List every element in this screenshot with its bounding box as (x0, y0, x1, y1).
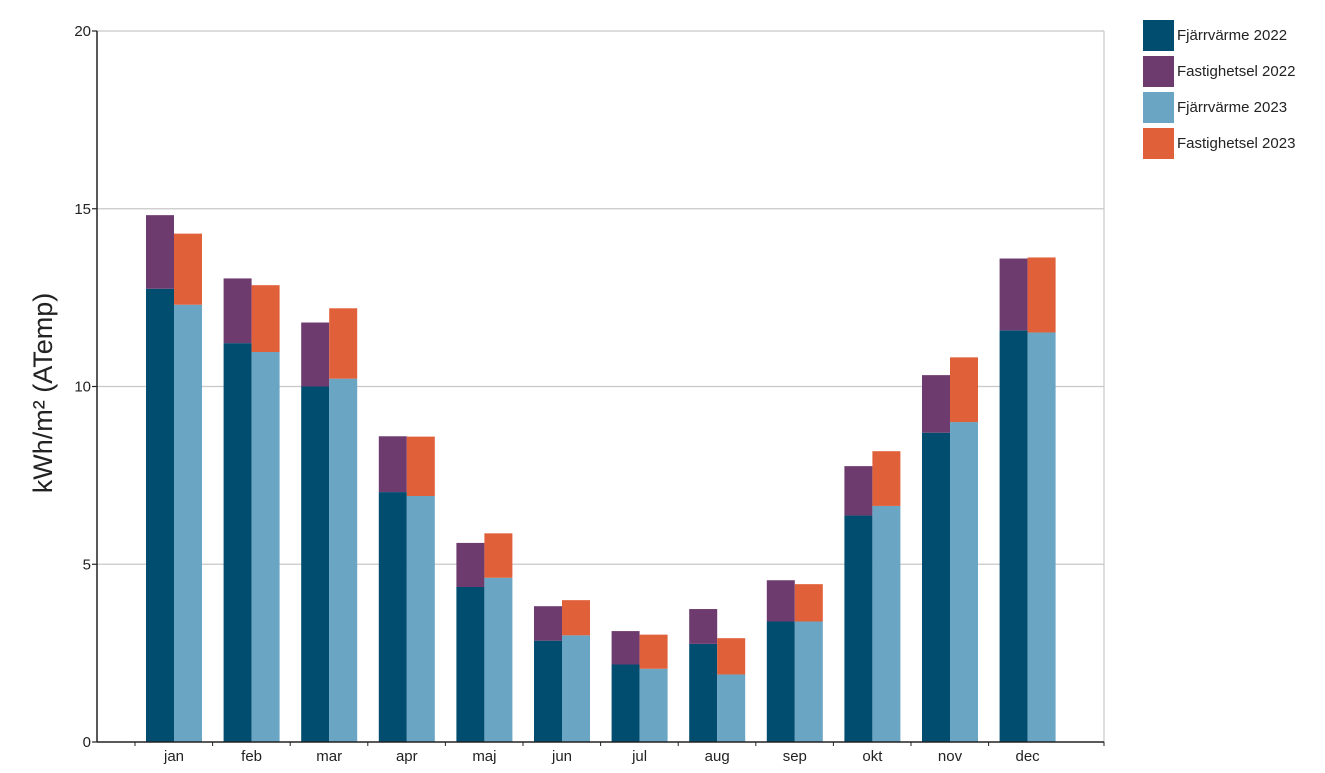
x-ticks: jan feb mar apr maj jun jul aug sep okt nov dec (134, 742, 1105, 765)
y-tick-label: 20 (74, 23, 91, 40)
bar-fastighetsel-2023-jul (639, 634, 668, 669)
bar-fj-rrv-rme-2023-maj (484, 577, 513, 742)
bar-fastighetsel-2022-dec (999, 258, 1028, 331)
bar-fj-rrv-rme-2022-jan (146, 288, 174, 742)
bar-fastighetsel-2022-jun (534, 606, 562, 641)
bar-fj-rrv-rme-2023-nov (950, 422, 978, 742)
x-tick-label-feb: feb (241, 748, 262, 765)
bar-fj-rrv-rme-2022-maj (456, 587, 485, 742)
y-tick-label: 0 (83, 734, 91, 751)
bar-fastighetsel-2022-aug (689, 609, 718, 644)
y-tick-label: 15 (74, 201, 91, 218)
bar-fastighetsel-2022-apr (378, 436, 407, 493)
bar-fastighetsel-2023-nov (950, 357, 978, 423)
bar-fj-rrv-rme-2023-aug (717, 674, 746, 742)
x-tick-label-sep: sep (783, 748, 807, 765)
x-tick-label-nov: nov (938, 748, 963, 765)
bar-fj-rrv-rme-2023-feb (251, 352, 280, 742)
bar-fastighetsel-2023-okt (872, 451, 901, 506)
bar-fastighetsel-2022-feb (223, 278, 252, 344)
bar-fj-rrv-rme-2022-okt (844, 515, 873, 742)
legend-swatch (1143, 56, 1174, 87)
legend-label: Fastighetsel 2023 (1177, 135, 1295, 152)
bar-fj-rrv-rme-2023-jul (639, 668, 668, 742)
legend-swatch (1143, 128, 1174, 159)
y-ticks: 0 5 10 15 20 (74, 23, 97, 751)
bar-fastighetsel-2023-aug (717, 638, 746, 675)
y-tick-label: 5 (83, 556, 91, 573)
bar-fj-rrv-rme-2023-mar (329, 378, 358, 742)
bar-fj-rrv-rme-2022-feb (223, 343, 252, 742)
x-tick-label-okt: okt (862, 748, 883, 765)
bar-fj-rrv-rme-2022-sep (766, 621, 795, 742)
legend-swatch (1143, 20, 1174, 51)
bar-fastighetsel-2023-jun (562, 600, 590, 636)
legend-label: Fjärrvärme 2022 (1177, 27, 1287, 44)
x-tick-label-aug: aug (705, 748, 730, 765)
legend: Fjärrvärme 2022 Fastighetsel 2022 Fjärrvär… (1143, 20, 1295, 159)
bar-fj-rrv-rme-2023-dec (1027, 332, 1056, 742)
bars (146, 215, 1056, 742)
legend-swatch (1143, 92, 1174, 123)
bar-fastighetsel-2023-mar (329, 308, 358, 379)
bar-fj-rrv-rme-2022-jul (611, 664, 640, 742)
bar-fastighetsel-2022-sep (766, 580, 795, 622)
bar-fj-rrv-rme-2022-mar (301, 386, 330, 742)
bar-fj-rrv-rme-2023-apr (406, 495, 435, 742)
bar-fj-rrv-rme-2023-okt (872, 505, 901, 742)
legend-label: Fjärrvärme 2023 (1177, 99, 1287, 116)
x-tick-label-dec: dec (1016, 748, 1041, 765)
y-tick-label: 10 (74, 379, 91, 396)
bar-fastighetsel-2022-mar (301, 322, 330, 387)
bar-fastighetsel-2022-okt (844, 466, 873, 516)
bar-fastighetsel-2023-dec (1027, 257, 1056, 333)
bar-fj-rrv-rme-2022-aug (689, 643, 718, 742)
bar-fastighetsel-2023-apr (406, 436, 435, 496)
x-tick-label-apr: apr (396, 748, 418, 765)
y-axis-label: kWh/m² (ATemp) (28, 293, 58, 494)
bar-fastighetsel-2022-nov (922, 375, 950, 433)
x-tick-label-maj: maj (472, 748, 496, 765)
x-tick-label-jan: jan (163, 748, 184, 765)
bar-fj-rrv-rme-2022-nov (922, 432, 950, 742)
bar-fj-rrv-rme-2023-sep (794, 621, 823, 742)
bar-fastighetsel-2022-jul (611, 631, 640, 665)
bar-fastighetsel-2022-maj (456, 542, 485, 588)
bar-fastighetsel-2023-sep (794, 584, 823, 622)
bar-fj-rrv-rme-2023-jun (562, 635, 590, 742)
x-tick-label-mar: mar (316, 748, 342, 765)
bar-fastighetsel-2023-maj (484, 533, 513, 578)
x-tick-label-jul: jul (631, 748, 647, 765)
bar-fastighetsel-2022-jan (146, 215, 174, 289)
bar-fj-rrv-rme-2022-apr (378, 492, 407, 742)
bar-fastighetsel-2023-jan (174, 233, 202, 305)
bar-fj-rrv-rme-2022-jun (534, 640, 562, 742)
bar-fj-rrv-rme-2022-dec (999, 330, 1028, 742)
bar-fj-rrv-rme-2023-jan (174, 304, 202, 742)
x-tick-label-jun: jun (551, 748, 572, 765)
legend-label: Fastighetsel 2022 (1177, 63, 1295, 80)
bar-fastighetsel-2023-feb (251, 285, 280, 353)
